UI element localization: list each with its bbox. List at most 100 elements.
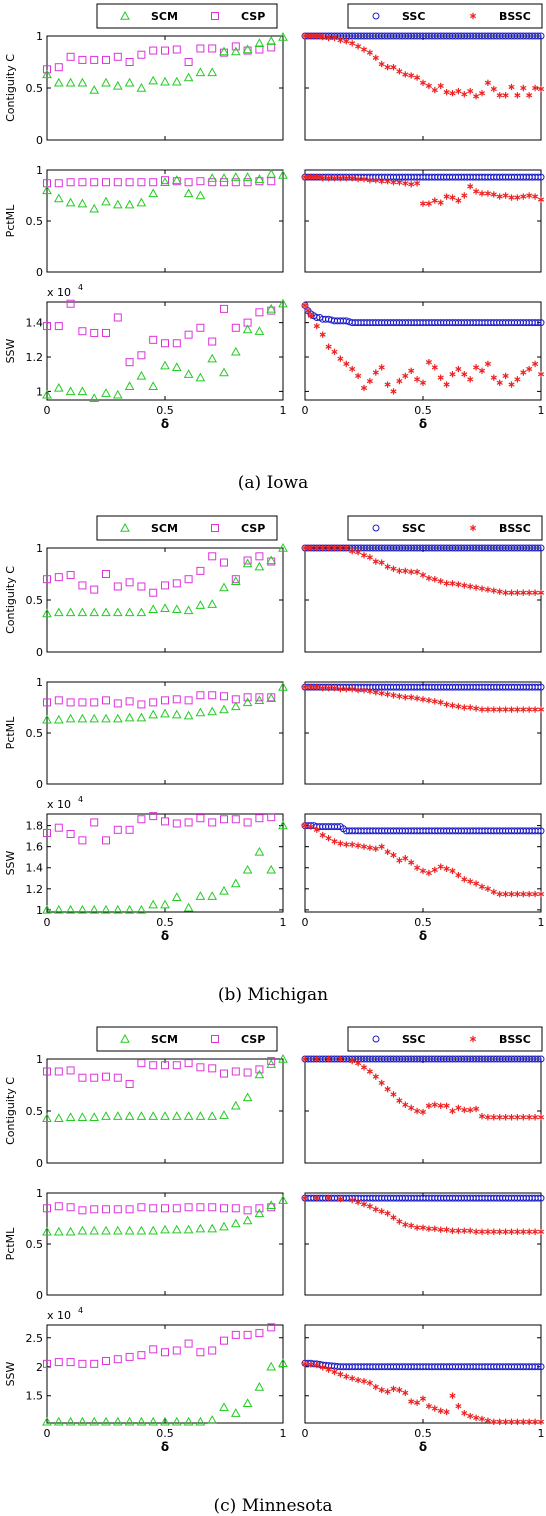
state-figure-minnesota: SCM CSP SSC BSSC00.51Contiguity C00.51PctML…	[4, 1027, 545, 1516]
panel-ssw-right: 0 0.5 1δ	[302, 302, 545, 431]
x-axis-label: δ	[161, 929, 169, 943]
plot-frame	[47, 36, 283, 140]
plot-frame	[305, 36, 541, 140]
x-axis-label: δ	[161, 417, 169, 431]
panel-contiguity-c-left: 0 0.5 1 Contiguity C	[4, 542, 287, 659]
x-tick-label: 0	[44, 404, 51, 417]
figure-caption: (c) Minnesota	[214, 1496, 333, 1516]
y-tick-label: 0	[36, 778, 43, 791]
y-axis-label: PctML	[4, 716, 17, 749]
panel-pctml-right	[302, 1193, 544, 1295]
y-tick-label: 0	[36, 646, 43, 659]
state-figure-michigan: SCM CSP SSC BSSC 0 0.5 1 Contiguity C 0 0.5 1 PctML…	[4, 516, 545, 1005]
x-tick-label: 1	[280, 404, 287, 417]
y-axis-label: SSW	[4, 338, 17, 363]
plot-frame	[305, 170, 541, 272]
exponent-power: 4	[78, 795, 83, 804]
panel-ssw-left: 1.522.50 0.5 1δSSWx 10 4	[4, 1306, 287, 1454]
y-tick-label: 0.5	[26, 215, 44, 228]
x-axis-label: δ	[419, 417, 427, 431]
x-tick-label: 0	[302, 916, 309, 929]
x-tick-label: 1	[538, 1427, 545, 1440]
y-axis-label: PctML	[4, 204, 17, 237]
state-figure-iowa: SCM CSP SSC BSSC 0 0.5 1 Contiguity C 0 0.5 1 PctML…	[4, 4, 545, 493]
legend-left: SCM CSP	[97, 4, 277, 28]
x-tick-label: 1	[280, 1427, 287, 1440]
plot-frame	[47, 1193, 283, 1295]
y-tick-label: 0	[36, 134, 43, 147]
y-tick-label: 1	[36, 30, 43, 43]
y-tick-label: 0.5	[26, 1238, 44, 1251]
panel-ssw-left: 11.21.40 0.5 1δSSWx 10 4	[4, 283, 287, 431]
y-tick-label: 1	[36, 164, 43, 177]
x-tick-label: 0.5	[414, 1427, 432, 1440]
legend-label-bssc: BSSC	[499, 522, 531, 535]
panel-pctml-right	[302, 682, 544, 784]
y-tick-label: 1.4	[26, 862, 44, 875]
y-tick-label: 0.5	[26, 594, 44, 607]
y-axis-label: Contiguity C	[4, 1077, 17, 1145]
y-tick-label: 1	[36, 1053, 43, 1066]
x-tick-label: 0.5	[156, 916, 174, 929]
x-tick-label: 1	[538, 404, 545, 417]
panel-contiguity-c-right	[302, 33, 544, 140]
legend-left: SCM CSP	[97, 1027, 277, 1051]
y-tick-label: 0.5	[26, 82, 44, 95]
legend-label-ssc: SSC	[402, 522, 425, 535]
y-axis-label: PctML	[4, 1227, 17, 1260]
figure-caption: (a) Iowa	[238, 473, 308, 493]
y-axis-label: Contiguity C	[4, 566, 17, 634]
exponent-power: 4	[78, 283, 83, 292]
y-tick-label: 0	[36, 1289, 43, 1302]
y-tick-label: 2	[36, 1361, 43, 1374]
y-tick-label: 0.5	[26, 727, 44, 740]
y-axis-label: Contiguity C	[4, 54, 17, 122]
x-tick-label: 0.5	[156, 404, 174, 417]
x-tick-label: 0	[44, 1427, 51, 1440]
panel-ssw-left: 1 1.2 1.4 1.6 1.8 0 0.5 1 δ SSW x 10 4	[4, 795, 287, 943]
x-tick-label: 0	[302, 1427, 309, 1440]
y-tick-label: 2.5	[26, 1332, 44, 1345]
y-tick-label: 1.6	[26, 841, 44, 854]
x-tick-label: 0.5	[156, 1427, 174, 1440]
y-tick-label: 1.8	[26, 820, 44, 833]
x-tick-label: 0.5	[414, 404, 432, 417]
panel-pctml-right	[302, 170, 544, 272]
y-tick-label: 1	[36, 542, 43, 555]
x-tick-label: 0	[44, 916, 51, 929]
y-tick-label: 0.5	[26, 1105, 44, 1118]
legend-label-csp: CSP	[241, 522, 265, 535]
legend-label-scm: SCM	[151, 522, 178, 535]
y-tick-label: 1.2	[26, 883, 44, 896]
panel-contiguity-c-left: 0 0.5 1 Contiguity C	[4, 30, 287, 147]
plot-frame	[47, 1325, 283, 1423]
figure-caption: (b) Michigan	[218, 985, 328, 1005]
exponent-label: x 10	[47, 798, 71, 811]
legend-label-scm: SCM	[151, 10, 178, 23]
panel-ssw-right: 0 0.5 1 δ	[302, 1325, 545, 1454]
y-tick-label: 0	[36, 266, 43, 279]
plot-frame	[47, 814, 283, 912]
legend-label-csp: CSP	[241, 1033, 265, 1046]
panel-contiguity-c-right	[302, 1056, 544, 1163]
panel-pctml-left: 0 0.5 1 PctML	[4, 164, 287, 279]
panel-pctml-left: 0 0.5 1 PctML	[4, 1187, 287, 1302]
y-tick-label: 1	[36, 904, 43, 917]
y-axis-label: SSW	[4, 850, 17, 875]
legend-right: SSC BSSC	[348, 4, 542, 28]
legend-label-ssc: SSC	[402, 1033, 425, 1046]
x-axis-label: δ	[419, 1440, 427, 1454]
plot-frame	[47, 302, 283, 400]
panel-contiguity-c-right	[302, 545, 544, 652]
legend-label-bssc: BSSC	[499, 10, 531, 23]
x-axis-label: δ	[161, 1440, 169, 1454]
y-tick-label: 1	[36, 1187, 43, 1200]
x-tick-label: 0.5	[414, 916, 432, 929]
legend-left: SCM CSP	[97, 516, 277, 540]
x-tick-label: 1	[280, 916, 287, 929]
exponent-label: x 10	[47, 286, 71, 299]
exponent-power: 4	[78, 1306, 83, 1315]
legend-label-scm: SCM	[151, 1033, 178, 1046]
x-tick-label: 1	[538, 916, 545, 929]
